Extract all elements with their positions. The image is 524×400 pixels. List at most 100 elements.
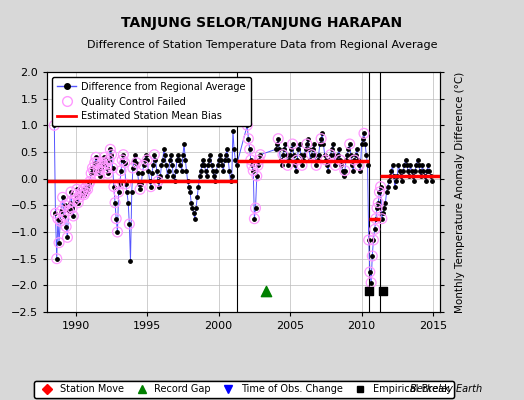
Point (245, 146, 254, 152)
Point (193, 194, 201, 200)
Point (203, 173, 211, 179)
Point (333, 152, 342, 158)
Point (50, 122, 59, 128)
Point (80, 192, 88, 198)
Point (253, 173, 261, 179)
Point (94, 168, 103, 174)
Point (90, 168, 98, 174)
Point (53, 216, 62, 222)
Point (186, 189, 194, 195)
Point (135, 181, 143, 187)
Point (185, 184, 193, 190)
Point (114, 189, 123, 195)
Point (134, 170, 142, 176)
Point (222, 152, 230, 158)
Point (113, 229, 122, 235)
Point (63, 234, 72, 240)
Point (357, 141, 366, 147)
Point (339, 168, 347, 174)
Point (69, 213, 78, 219)
Point (305, 146, 313, 152)
Point (326, 152, 335, 158)
Point (413, 157, 422, 163)
Point (150, 152, 159, 158)
Point (56, 218, 64, 224)
Point (274, 136, 282, 142)
Point (73, 186, 81, 192)
Point (391, 184, 399, 190)
Point (101, 160, 110, 166)
Point (230, 146, 238, 152)
Point (90, 168, 98, 174)
Point (319, 141, 328, 147)
Point (335, 146, 343, 152)
Point (183, 178, 192, 184)
Point (116, 181, 124, 187)
Point (348, 162, 356, 168)
Text: Difference of Station Temperature Data from Regional Average: Difference of Station Temperature Data f… (87, 40, 437, 50)
Point (104, 170, 112, 176)
Point (70, 197, 79, 203)
Point (368, 253, 376, 259)
Point (176, 162, 184, 168)
Point (137, 181, 145, 187)
Point (381, 200, 390, 206)
Point (417, 173, 425, 179)
Point (74, 200, 82, 206)
Point (79, 186, 87, 192)
Point (245, 146, 254, 152)
Point (83, 186, 92, 192)
Point (157, 162, 166, 168)
Point (168, 162, 177, 168)
Point (214, 157, 223, 163)
Point (171, 168, 180, 174)
Point (299, 157, 308, 163)
Point (195, 173, 204, 179)
Point (122, 181, 130, 187)
Point (88, 165, 96, 171)
Point (410, 178, 418, 184)
Point (129, 165, 137, 171)
Point (149, 162, 157, 168)
Point (255, 157, 263, 163)
Point (163, 173, 172, 179)
Point (400, 162, 409, 168)
Point (104, 170, 112, 176)
Point (107, 152, 116, 158)
Point (231, 157, 239, 163)
Point (72, 192, 80, 198)
Point (300, 152, 309, 158)
Point (97, 160, 106, 166)
Point (85, 181, 93, 187)
Point (387, 168, 396, 174)
Point (355, 162, 363, 168)
Point (152, 168, 161, 174)
Point (166, 157, 174, 163)
Point (118, 157, 126, 163)
Point (132, 160, 140, 166)
Point (394, 162, 402, 168)
Point (365, 237, 373, 243)
Point (88, 165, 96, 171)
Point (85, 181, 93, 187)
Point (126, 258, 135, 264)
Point (110, 184, 118, 190)
Point (169, 173, 178, 179)
Point (314, 152, 323, 158)
Point (58, 194, 67, 200)
Point (72, 192, 80, 198)
Point (219, 168, 227, 174)
Point (190, 210, 198, 216)
Point (388, 162, 397, 168)
Point (56, 218, 64, 224)
Point (321, 152, 329, 158)
Point (407, 168, 416, 174)
Point (75, 194, 83, 200)
Point (342, 157, 351, 163)
Point (175, 157, 183, 163)
Point (174, 152, 182, 158)
Point (199, 157, 208, 163)
Point (106, 146, 115, 152)
Point (343, 152, 352, 158)
Point (376, 184, 385, 190)
